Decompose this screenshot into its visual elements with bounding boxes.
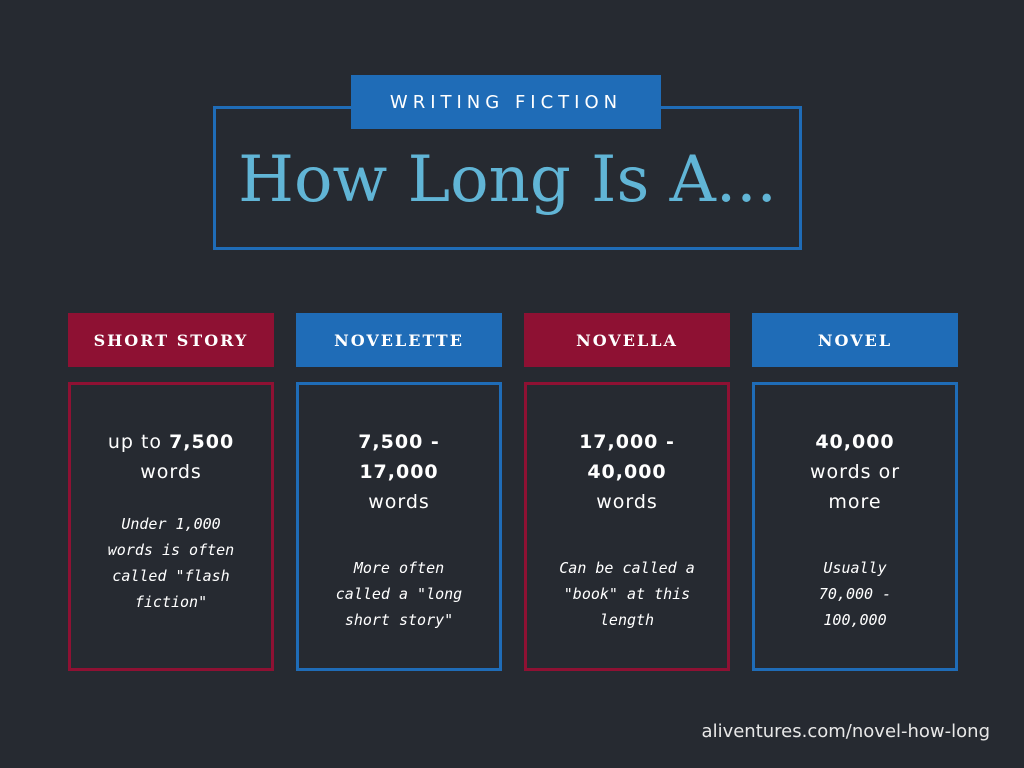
note-novelette: More often called a "long short story"	[335, 559, 463, 629]
word-count-short-story: up to 7,500 words	[96, 427, 246, 487]
column-novella: NOVELLA 17,000 - 40,000 words Can be cal…	[524, 313, 730, 671]
word-count-prefix: up to	[107, 431, 170, 453]
word-count-novella: 17,000 - 40,000 words	[572, 427, 682, 517]
column-box-novel: 40,000 words or more Usually 70,000 - 10…	[752, 382, 958, 671]
column-box-short-story: up to 7,500 words Under 1,000 words is o…	[68, 382, 274, 671]
column-short-story: SHORT STORY up to 7,500 words Under 1,00…	[68, 313, 274, 671]
word-count-unit: words	[140, 461, 202, 483]
column-header-short-story: SHORT STORY	[68, 313, 274, 367]
word-count-unit: words	[596, 491, 658, 513]
word-count-value: 7,500	[169, 431, 235, 453]
word-count-novel: 40,000 words or more	[800, 427, 910, 517]
word-count-value: 17,000 - 40,000	[579, 431, 675, 483]
word-count-unit: words	[368, 491, 430, 513]
word-count-unit: words or more	[809, 461, 901, 513]
page-title: How Long Is A...	[238, 143, 777, 217]
kicker-label: WRITING FICTION	[351, 75, 661, 129]
source-url: aliventures.com/novel-how-long	[701, 721, 990, 742]
word-count-value: 7,500 - 17,000	[358, 431, 440, 483]
column-header-novella: NOVELLA	[524, 313, 730, 367]
note-short-story: Under 1,000 words is often called "flash…	[107, 515, 235, 611]
note-novel: Usually 70,000 - 100,000	[818, 559, 892, 629]
column-novel: NOVEL 40,000 words or more Usually 70,00…	[752, 313, 958, 671]
word-count-value: 40,000	[815, 431, 895, 453]
column-box-novelette: 7,500 - 17,000 words More often called a…	[296, 382, 502, 671]
column-header-novel: NOVEL	[752, 313, 958, 367]
column-header-novelette: NOVELETTE	[296, 313, 502, 367]
column-box-novella: 17,000 - 40,000 words Can be called a "b…	[524, 382, 730, 671]
note-novella: Can be called a "book" at this length	[559, 559, 695, 629]
column-novelette: NOVELETTE 7,500 - 17,000 words More ofte…	[296, 313, 502, 671]
word-count-novelette: 7,500 - 17,000 words	[344, 427, 454, 517]
